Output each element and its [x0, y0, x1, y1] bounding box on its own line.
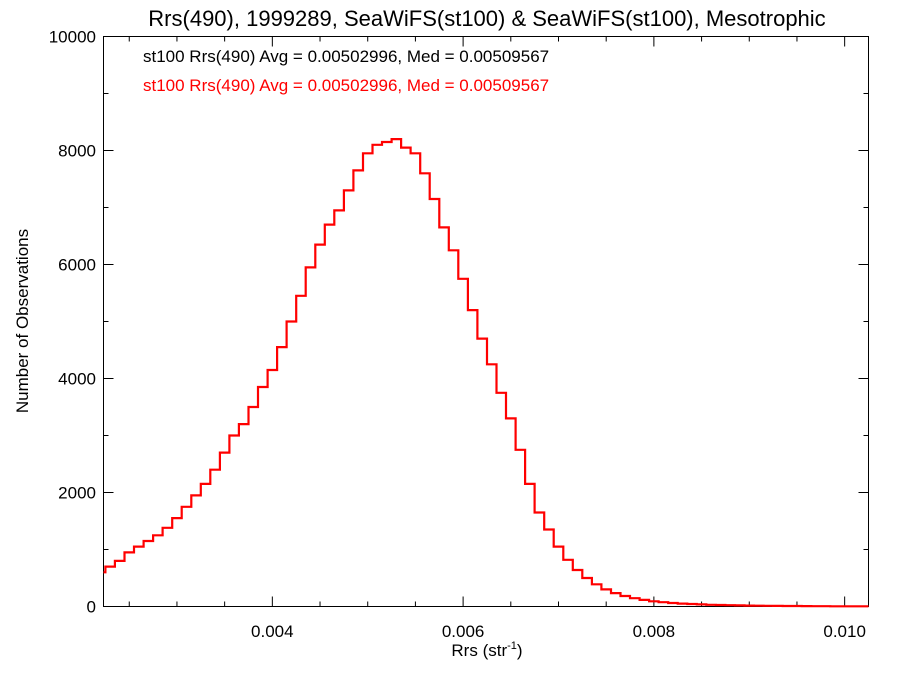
x-tick-label: 0.004 — [251, 622, 294, 641]
x-axis-label-close: ) — [517, 641, 523, 660]
y-axis-label: Number of Observations — [13, 229, 32, 413]
chart-title: Rrs(490), 1999289, SeaWiFS(st100) & SeaW… — [148, 6, 825, 31]
y-tick-label: 10000 — [49, 28, 96, 47]
y-tick-label: 4000 — [58, 370, 96, 389]
x-tick-label: 0.006 — [442, 622, 485, 641]
axis-ticks: 0.004 0.006 0.008 0.010 0 2000 4000 6000 8000 100… — [49, 28, 869, 641]
y-tick-label: 8000 — [58, 142, 96, 161]
y-tick-label: 6000 — [58, 256, 96, 275]
annotation-black: st100 Rrs(490) Avg = 0.00502996, Med = 0… — [143, 47, 549, 66]
y-tick-label: 2000 — [58, 484, 96, 503]
x-axis-label-superscript: -1 — [507, 640, 517, 652]
annotation-red: st100 Rrs(490) Avg = 0.00502996, Med = 0… — [143, 76, 549, 95]
x-tick-label: 0.010 — [823, 622, 866, 641]
plot-frame — [103, 36, 869, 607]
y-tick-label: 0 — [87, 598, 96, 617]
x-tick-label: 0.008 — [633, 622, 676, 641]
x-axis-label-main: Rrs (str — [451, 641, 507, 660]
histogram-series-line — [103, 138, 869, 608]
x-axis-label: Rrs (str-1) — [451, 640, 522, 660]
